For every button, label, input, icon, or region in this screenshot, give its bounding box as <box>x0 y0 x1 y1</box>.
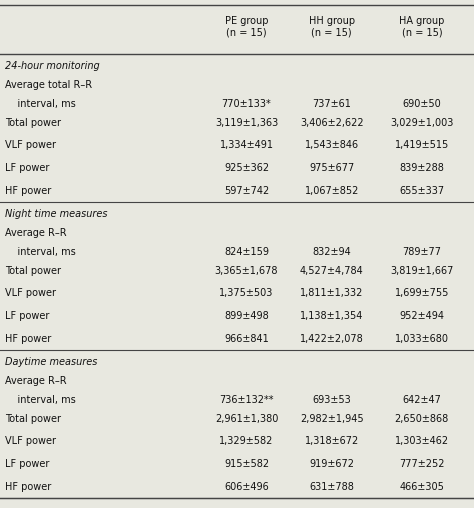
Text: 1,329±582: 1,329±582 <box>219 436 273 447</box>
Text: 1,318±672: 1,318±672 <box>305 436 359 447</box>
Text: Total power: Total power <box>5 118 61 128</box>
Text: 839±288: 839±288 <box>400 163 444 173</box>
Text: interval, ms: interval, ms <box>5 395 75 405</box>
Text: 642±47: 642±47 <box>402 395 441 405</box>
Text: 824±159: 824±159 <box>224 247 269 257</box>
Text: HF power: HF power <box>5 334 51 343</box>
Text: 655±337: 655±337 <box>399 185 445 196</box>
Text: 1,138±1,354: 1,138±1,354 <box>300 311 364 321</box>
Text: 1,543±846: 1,543±846 <box>305 141 359 150</box>
Text: HA group
(n = 15): HA group (n = 15) <box>399 16 445 38</box>
Text: 1,422±2,078: 1,422±2,078 <box>300 334 364 343</box>
Text: Average R–R: Average R–R <box>5 228 66 238</box>
Text: 832±94: 832±94 <box>312 247 351 257</box>
Text: 1,811±1,332: 1,811±1,332 <box>300 289 364 299</box>
Text: interval, ms: interval, ms <box>5 247 75 257</box>
Text: 777±252: 777±252 <box>399 459 445 469</box>
Text: LF power: LF power <box>5 459 49 469</box>
Text: 789±77: 789±77 <box>402 247 441 257</box>
Text: 899±498: 899±498 <box>224 311 269 321</box>
Text: 606±496: 606±496 <box>224 482 269 492</box>
Text: VLF power: VLF power <box>5 141 56 150</box>
Text: 1,067±852: 1,067±852 <box>305 185 359 196</box>
Text: 3,819±1,667: 3,819±1,667 <box>390 266 454 276</box>
Text: 3,406±2,622: 3,406±2,622 <box>300 118 364 128</box>
Text: 3,029±1,003: 3,029±1,003 <box>390 118 454 128</box>
Text: Average total R–R: Average total R–R <box>5 80 92 90</box>
Text: 1,033±680: 1,033±680 <box>395 334 449 343</box>
Text: 4,527±4,784: 4,527±4,784 <box>300 266 364 276</box>
Text: 925±362: 925±362 <box>224 163 269 173</box>
Text: 3,365±1,678: 3,365±1,678 <box>215 266 278 276</box>
Text: 690±50: 690±50 <box>402 99 441 109</box>
Text: VLF power: VLF power <box>5 436 56 447</box>
Text: 2,982±1,945: 2,982±1,945 <box>300 414 364 424</box>
Text: 952±494: 952±494 <box>400 311 444 321</box>
Text: 737±61: 737±61 <box>312 99 351 109</box>
Text: 919±672: 919±672 <box>310 459 354 469</box>
Text: 1,419±515: 1,419±515 <box>395 141 449 150</box>
Text: PE group
(n = 15): PE group (n = 15) <box>225 16 268 38</box>
Text: 1,334±491: 1,334±491 <box>219 141 273 150</box>
Text: 631±788: 631±788 <box>310 482 354 492</box>
Text: 693±53: 693±53 <box>312 395 351 405</box>
Text: Daytime measures: Daytime measures <box>5 357 97 367</box>
Text: 466±305: 466±305 <box>400 482 444 492</box>
Text: 1,375±503: 1,375±503 <box>219 289 273 299</box>
Text: 966±841: 966±841 <box>224 334 269 343</box>
Text: LF power: LF power <box>5 311 49 321</box>
Text: 975±677: 975±677 <box>309 163 355 173</box>
Text: 1,699±755: 1,699±755 <box>395 289 449 299</box>
Text: Total power: Total power <box>5 266 61 276</box>
Text: Average R–R: Average R–R <box>5 376 66 386</box>
Text: 915±582: 915±582 <box>224 459 269 469</box>
Text: HF power: HF power <box>5 482 51 492</box>
Text: 597±742: 597±742 <box>224 185 269 196</box>
Text: LF power: LF power <box>5 163 49 173</box>
Text: HF power: HF power <box>5 185 51 196</box>
Text: 770±133*: 770±133* <box>222 99 271 109</box>
Text: HH group
(n = 15): HH group (n = 15) <box>309 16 355 38</box>
Text: 1,303±462: 1,303±462 <box>395 436 449 447</box>
Text: VLF power: VLF power <box>5 289 56 299</box>
Text: 2,650±868: 2,650±868 <box>395 414 449 424</box>
Text: 2,961±1,380: 2,961±1,380 <box>215 414 278 424</box>
Text: Night time measures: Night time measures <box>5 209 107 219</box>
Text: 736±132**: 736±132** <box>219 395 273 405</box>
Text: interval, ms: interval, ms <box>5 99 75 109</box>
Text: 24-hour monitoring: 24-hour monitoring <box>5 60 100 71</box>
Text: Total power: Total power <box>5 414 61 424</box>
Text: 3,119±1,363: 3,119±1,363 <box>215 118 278 128</box>
